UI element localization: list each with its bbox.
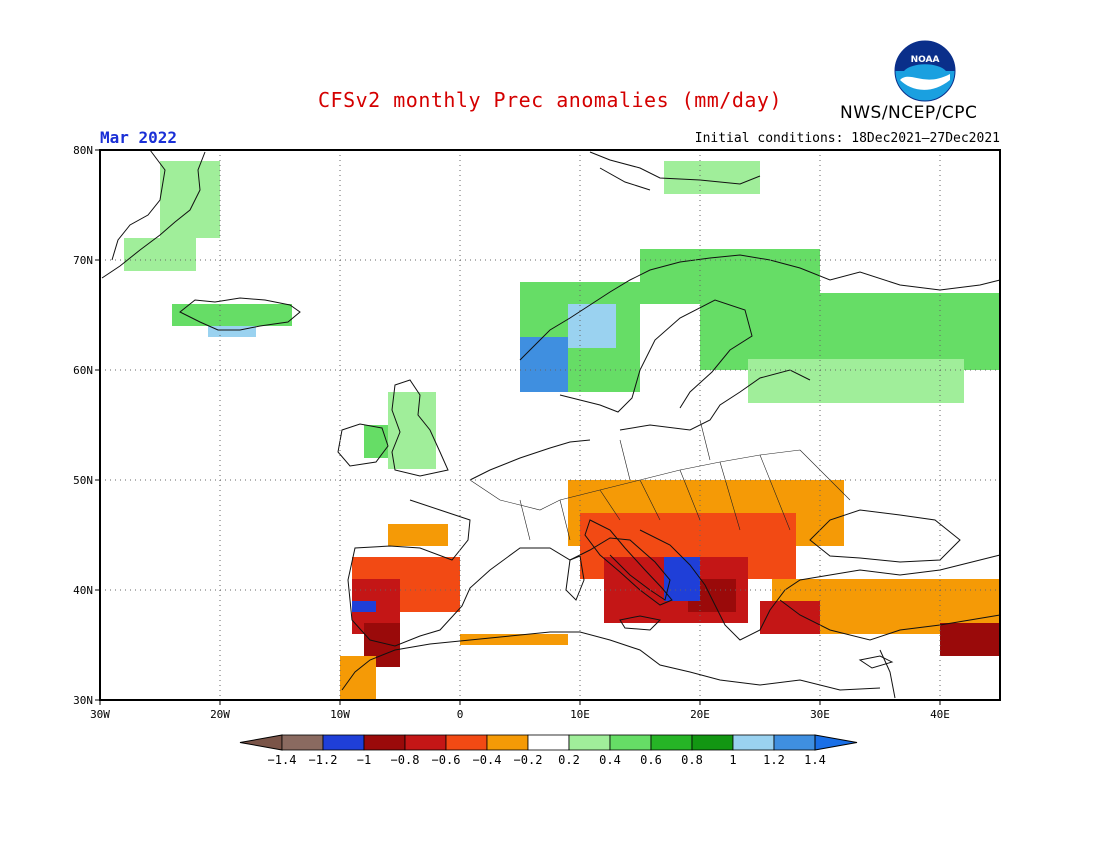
anomaly-cell	[340, 656, 376, 700]
lon-tick-label: 30W	[90, 708, 110, 721]
agency-label: NWS/NCEP/CPC	[840, 103, 978, 123]
colorbar-swatch	[363, 734, 406, 751]
anomaly-cell	[460, 634, 568, 645]
lat-lon-grid	[100, 150, 1000, 700]
coast-italy	[584, 519, 673, 606]
anomaly-cell	[748, 359, 964, 403]
anomaly-cell	[520, 337, 568, 392]
axis-tick-labels: 30W 20W 10W 0 10E 20E 30E 40E 80N 70N 60N 50N 40N 30N	[73, 144, 950, 721]
colorbar-label: 0.6	[640, 753, 662, 767]
coast-cyprus	[858, 655, 894, 669]
colorbar-label: 0.2	[558, 753, 580, 767]
lon-tick-label: 0	[457, 708, 464, 721]
colorbar-label: −1	[356, 753, 372, 767]
colorbar-arrow-high	[814, 734, 858, 751]
coast-balkans	[639, 529, 1001, 641]
lon-tick-label: 20W	[210, 708, 230, 721]
anomaly-cell	[172, 304, 292, 326]
colorbar-swatch	[650, 734, 693, 751]
colorbar-label: 1	[729, 753, 737, 767]
initial-conditions-label: Initial conditions: 18Dec2021–27Dec2021	[694, 131, 1000, 146]
anomaly-cell	[208, 326, 256, 337]
anomaly-cell	[760, 601, 820, 634]
colorbar-label: 1.2	[763, 753, 785, 767]
colorbar-arrow-low	[239, 734, 283, 751]
anomaly-cell	[160, 161, 220, 238]
colorbar-label: −0.4	[472, 753, 502, 767]
forecast-period: Mar 2022	[100, 128, 178, 147]
lon-tick-label: 10E	[570, 708, 590, 721]
anomaly-cell	[700, 293, 1000, 370]
colorbar-swatch	[486, 734, 529, 751]
colorbar-swatch	[773, 734, 816, 751]
coast-iceland	[179, 297, 301, 331]
anomaly-cell	[664, 557, 700, 601]
lat-tick-label: 70N	[73, 254, 93, 267]
lat-tick-label: 40N	[73, 584, 93, 597]
colorbar-label: −0.2	[513, 753, 543, 767]
colorbar-label: 0.8	[681, 753, 703, 767]
colorbar-label: −1.4	[267, 753, 297, 767]
coast-britain	[391, 379, 449, 477]
coast-svalbard	[589, 151, 761, 191]
coast-north-africa	[341, 631, 881, 691]
noaa-logo-text: NOAA	[911, 55, 940, 65]
map-frame	[99, 149, 1001, 701]
colorbar-label: −0.8	[390, 753, 420, 767]
colorbar	[239, 734, 858, 751]
lon-tick-label: 20E	[690, 708, 710, 721]
lat-tick-label: 30N	[73, 694, 93, 707]
coast-west-europe	[347, 439, 671, 647]
noaa-logo-icon: NOAA	[894, 40, 956, 102]
lon-tick-label: 30E	[810, 708, 830, 721]
lat-tick-label: 60N	[73, 364, 93, 377]
lat-tick-label: 80N	[73, 144, 93, 157]
lat-tick-label: 50N	[73, 474, 93, 487]
colorbar-label: 0.4	[599, 753, 621, 767]
anomaly-cell	[568, 304, 616, 348]
colorbar-swatch	[322, 734, 365, 751]
anomaly-cell	[664, 161, 760, 194]
colorbar-label: 1.4	[804, 753, 826, 767]
coast-sicily	[619, 615, 662, 631]
coast-baltic	[619, 369, 811, 431]
anomaly-cell	[388, 392, 436, 469]
colorbar-label: −0.6	[431, 753, 461, 767]
chart-title: CFSv2 monthly Prec anomalies (mm/day)	[317, 88, 783, 112]
coast-scandinavia	[519, 254, 1001, 413]
coast-black-sea	[809, 509, 961, 563]
colorbar-swatch	[732, 734, 775, 751]
colorbar-swatch	[527, 734, 570, 751]
colorbar-label: −1.2	[308, 753, 338, 767]
coast-greenland	[101, 149, 206, 279]
colorbar-swatch	[281, 734, 324, 751]
coast-turkey	[779, 599, 1001, 641]
colorbar-swatch	[568, 734, 611, 751]
colorbar-swatch	[445, 734, 488, 751]
anomaly-cell	[124, 238, 196, 271]
colorbar-swatch	[691, 734, 734, 751]
coastline-layer	[101, 149, 1001, 699]
anomaly-cell	[940, 623, 1000, 656]
anomaly-fill-layer	[124, 161, 1000, 700]
coast-ireland	[337, 423, 389, 467]
anomaly-cell	[352, 601, 376, 612]
anomaly-cell	[388, 524, 448, 546]
lon-tick-label: 40E	[930, 708, 950, 721]
colorbar-swatch	[404, 734, 447, 751]
lon-tick-label: 10W	[330, 708, 350, 721]
colorbar-swatch	[609, 734, 652, 751]
